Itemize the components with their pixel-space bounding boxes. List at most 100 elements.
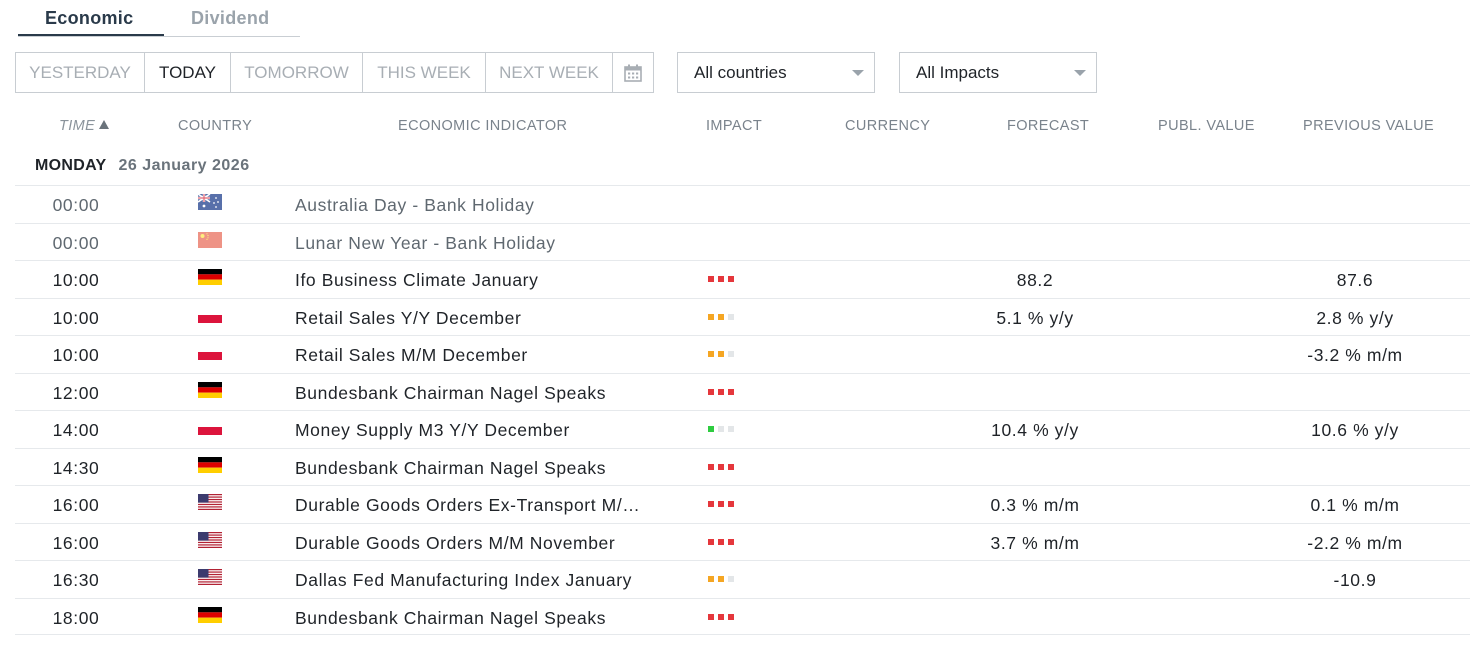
table-row[interactable]: 00:00 Lunar New Year - Bank Holiday — [15, 222, 1470, 261]
impact-dot — [718, 538, 724, 545]
event-time: 10:00 — [52, 270, 100, 290]
poland-flag-icon — [198, 344, 222, 360]
impact-dot — [728, 501, 734, 507]
event-time: 18:00 — [52, 607, 100, 628]
event-indicator[interactable]: Retail Sales Y/Y December — [295, 307, 522, 328]
event-time: 16:30 — [52, 570, 100, 590]
calendar-picker-button[interactable] — [613, 53, 653, 92]
germany-flag-icon — [198, 606, 222, 623]
table-row[interactable]: 00:00 Australia Day - Bank Holiday — [15, 185, 1470, 223]
event-indicator[interactable]: Bundesbank Chairman Nagel Speaks — [295, 607, 607, 628]
event-forecast: 5.1 % y/y — [996, 307, 1074, 328]
event-indicator[interactable]: Durable Goods Orders Ex-Transport M/… — [295, 495, 641, 515]
table-row[interactable]: 10:00 Retail Sales M/M December -3.2 % m/… — [15, 335, 1470, 373]
event-indicator[interactable]: Retail Sales M/M December — [295, 345, 528, 365]
impact-dot — [728, 576, 734, 582]
event-time: 00:00 — [52, 232, 100, 253]
column-time-header[interactable]: TIME — [59, 118, 110, 134]
event-indicator[interactable]: Bundesbank Chairman Nagel Speaks — [295, 457, 607, 478]
table-header: TIME COUNTRY ECONOMIC INDICATOR IMPACT C… — [15, 118, 1470, 138]
event-previous-value: 0.1 % m/m — [1310, 495, 1400, 515]
event-indicator[interactable]: Bundesbank Chairman Nagel Speaks — [295, 382, 607, 403]
column-previous-value-header: PREVIOUS VALUE — [1303, 118, 1435, 134]
table-row[interactable]: 16:00 Durable Goods Orders M/M November 3… — [15, 522, 1470, 561]
day-name: MONDAY — [35, 157, 107, 174]
impact-dot — [708, 313, 714, 320]
usa-flag-icon — [198, 531, 222, 548]
events-table: 00:00 Australia Day - Bank Holiday 00:00 … — [15, 185, 1470, 635]
impact-dot — [708, 576, 714, 582]
impact-dot — [718, 613, 724, 620]
country-select[interactable]: All countries — [677, 52, 875, 93]
table-row[interactable]: 16:30 Dallas Fed Manufacturing Index Jan… — [15, 560, 1470, 598]
event-previous-value: -2.2 % m/m — [1307, 532, 1403, 553]
event-previous-value: -3.2 % m/m — [1307, 345, 1403, 365]
impact-select[interactable]: All Impacts — [899, 52, 1097, 93]
event-time: 14:00 — [52, 420, 100, 440]
impact-dot — [728, 538, 734, 545]
event-forecast: 3.7 % m/m — [990, 532, 1080, 553]
tab-economic[interactable]: Economic — [45, 8, 134, 28]
column-impact-header: IMPACT — [706, 118, 763, 134]
table-row[interactable]: 14:00 Money Supply M3 Y/Y December 10.4 %… — [15, 410, 1470, 448]
event-indicator: Australia Day - Bank Holiday — [295, 195, 535, 215]
event-indicator[interactable]: Dallas Fed Manufacturing Index January — [295, 570, 632, 590]
impact-dot — [718, 351, 724, 357]
event-forecast: 10.4 % y/y — [991, 420, 1079, 440]
event-forecast: 88.2 — [1016, 270, 1054, 290]
impact-dot — [708, 351, 714, 357]
country-select-value: All countries — [694, 63, 787, 82]
filter-tomorrow-button[interactable]: TOMORROW — [231, 53, 363, 92]
event-time: 16:00 — [52, 495, 100, 515]
china-flag-icon — [198, 231, 222, 248]
day-date: 26 January 2026 — [118, 157, 250, 174]
impact-indicator — [708, 351, 734, 357]
calendar-icon — [624, 64, 642, 82]
tab-dividend[interactable]: Dividend — [191, 8, 270, 28]
impact-indicator — [708, 501, 734, 507]
day-filter: YESTERDAY TODAY TOMORROW THIS WEEK NEXT … — [15, 52, 654, 93]
australia-flag-icon — [198, 194, 222, 210]
filter-this-week-button[interactable]: THIS WEEK — [363, 53, 486, 92]
impact-dot — [728, 463, 734, 470]
filter-yesterday-button[interactable]: YESTERDAY — [16, 53, 145, 92]
poland-flag-icon — [198, 419, 222, 435]
column-publ-value-header: PUBL. VALUE — [1158, 118, 1255, 134]
table-row[interactable]: 14:30 Bundesbank Chairman Nagel Speaks — [15, 447, 1470, 486]
event-previous-value: 87.6 — [1336, 270, 1374, 290]
impact-dot — [728, 276, 734, 282]
usa-flag-icon — [198, 494, 222, 510]
table-row[interactable]: 10:00 Ifo Business Climate January 88.2 87… — [15, 260, 1470, 298]
table-row[interactable]: 18:00 Bundesbank Chairman Nagel Speaks — [15, 597, 1470, 635]
calendar-tabs: Economic Dividend — [18, 0, 300, 37]
impact-dot — [718, 313, 724, 320]
impact-dot — [708, 501, 714, 507]
table-row[interactable]: 12:00 Bundesbank Chairman Nagel Speaks — [15, 372, 1470, 411]
impact-dot — [708, 276, 714, 282]
impact-dot — [718, 576, 724, 582]
impact-indicator — [708, 613, 734, 620]
germany-flag-icon — [198, 269, 222, 285]
impact-indicator — [708, 538, 734, 545]
table-row[interactable]: 10:00 Retail Sales Y/Y December 5.1 % y/y… — [15, 297, 1470, 336]
event-previous-value: -10.9 — [1333, 570, 1377, 590]
impact-dot — [708, 538, 714, 545]
event-forecast: 0.3 % m/m — [990, 495, 1080, 515]
filter-today-button[interactable]: TODAY — [145, 53, 231, 92]
impact-dot — [728, 313, 734, 320]
impact-dot — [718, 426, 724, 432]
poland-flag-icon — [198, 306, 222, 323]
chevron-down-icon — [1074, 70, 1086, 76]
table-row[interactable]: 16:00 Durable Goods Orders Ex-Transport … — [15, 485, 1470, 523]
impact-dot — [708, 613, 714, 620]
day-header: MONDAY 26 January 2026 — [35, 157, 250, 175]
event-indicator[interactable]: Money Supply M3 Y/Y December — [295, 420, 570, 440]
event-indicator[interactable]: Durable Goods Orders M/M November — [295, 532, 616, 553]
filter-next-week-button[interactable]: NEXT WEEK — [486, 53, 613, 92]
event-indicator[interactable]: Ifo Business Climate January — [295, 270, 539, 290]
impact-dot — [708, 426, 714, 432]
impact-dot — [728, 426, 734, 432]
germany-flag-icon — [198, 381, 222, 398]
column-indicator-header: ECONOMIC INDICATOR — [398, 118, 568, 134]
active-tab-underline — [18, 34, 164, 36]
